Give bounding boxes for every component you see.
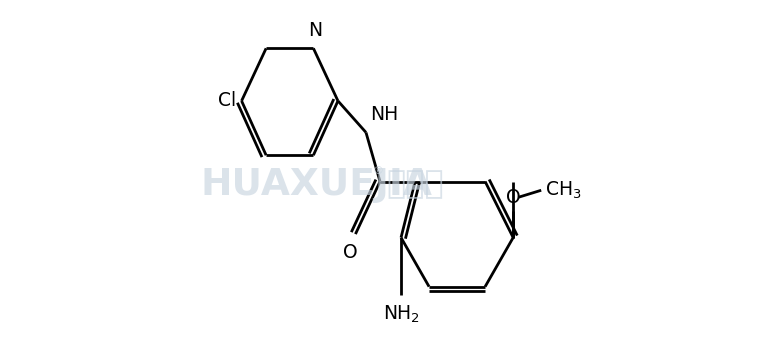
Text: HUAXUEJIA: HUAXUEJIA	[201, 167, 433, 203]
Text: ®: ®	[372, 166, 384, 176]
Text: 化学加: 化学加	[386, 169, 444, 200]
Text: O: O	[506, 188, 521, 207]
Text: NH: NH	[370, 105, 398, 124]
Text: CH$_3$: CH$_3$	[545, 180, 581, 201]
Text: N: N	[308, 21, 322, 40]
Text: Cl: Cl	[218, 91, 236, 110]
Text: O: O	[343, 243, 357, 262]
Text: NH$_2$: NH$_2$	[382, 304, 420, 325]
